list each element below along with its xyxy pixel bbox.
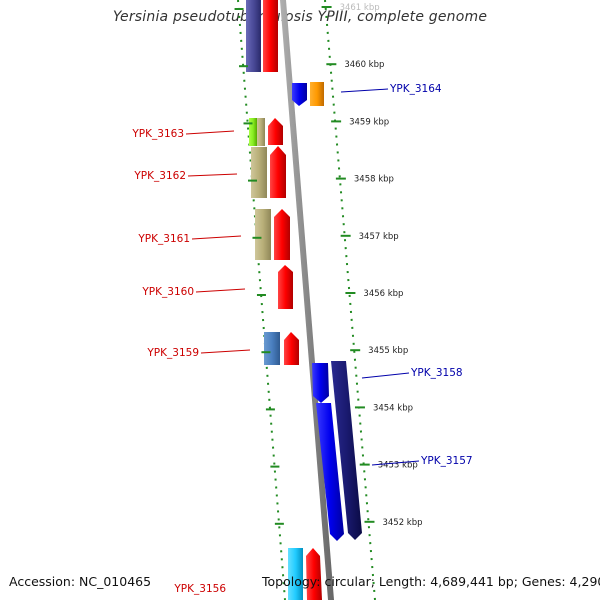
gene-feature <box>316 403 344 541</box>
scale-tick-label: 3456 kbp <box>363 289 403 299</box>
scale-tick-label: 3453 kbp <box>378 461 418 471</box>
gene-feature <box>264 332 280 365</box>
scale-tick-label: 3459 kbp <box>349 117 389 127</box>
leader-line <box>195 288 246 293</box>
gene-feature <box>306 548 322 600</box>
accession-text: Accession: NC_010465 <box>9 574 152 589</box>
gene-feature <box>278 265 293 309</box>
genome-title: Yersinia pseudotuberculosis YPIII, compl… <box>112 9 488 25</box>
gene-feature <box>251 147 267 198</box>
gene-feature <box>257 118 265 146</box>
scale-tick-label: 3457 kbp <box>359 232 399 242</box>
gene-label-ypk-3160: YPK_3160 <box>141 286 194 298</box>
gene-feature <box>331 361 362 540</box>
gene-feature <box>268 118 283 145</box>
gene-feature <box>270 146 286 198</box>
gene-label-ypk-3164: YPK_3164 <box>389 83 442 95</box>
outer-track-left <box>237 0 286 600</box>
leader-line <box>187 173 238 177</box>
scale-tick-label: 3452 kbp <box>382 518 422 528</box>
gene-feature <box>284 332 299 365</box>
gene-label-ypk-3158: YPK_3158 <box>410 367 463 379</box>
leader-line <box>191 235 242 240</box>
gene-feature <box>263 0 278 72</box>
gene-feature <box>288 548 303 600</box>
scale-tick-label: 3455 kbp <box>368 346 408 356</box>
scale-tick-label: 3461 kbp <box>340 3 380 13</box>
gene-feature <box>274 209 290 260</box>
gene-feature <box>255 209 271 260</box>
scale-tick-label: 3458 kbp <box>354 175 394 185</box>
gene-feature <box>310 82 324 106</box>
gene-feature <box>312 363 329 403</box>
gene-label-ypk-3161: YPK_3161 <box>137 233 190 245</box>
gene-label-ypk-3157: YPK_3157 <box>420 455 473 467</box>
gene-feature <box>292 83 307 106</box>
genome-backbone <box>280 0 334 600</box>
gene-label-ypk-3159: YPK_3159 <box>146 347 199 359</box>
topology-text: Topology: circular; Length: 4,689,441 bp… <box>262 574 600 589</box>
scale-tick-label: 3460 kbp <box>344 60 384 70</box>
gene-feature <box>249 118 257 146</box>
leader-line <box>371 460 420 466</box>
gene-features <box>246 0 362 600</box>
gene-label-ypk-3162: YPK_3162 <box>133 170 186 182</box>
leader-line <box>361 372 410 379</box>
gene-label-ypk-3156: YPK_3156 <box>173 583 226 595</box>
gene-feature <box>246 0 261 72</box>
leader-line <box>340 88 389 93</box>
gene-label-ypk-3163: YPK_3163 <box>131 128 184 140</box>
leader-line <box>200 349 251 354</box>
scale-ticks: 3461 kbp 3460 kbp 3459 kbp 3458 kbp 3457 kbp… <box>234 3 423 528</box>
scale-tick-label: 3454 kbp <box>373 403 413 413</box>
leader-line <box>185 130 235 135</box>
